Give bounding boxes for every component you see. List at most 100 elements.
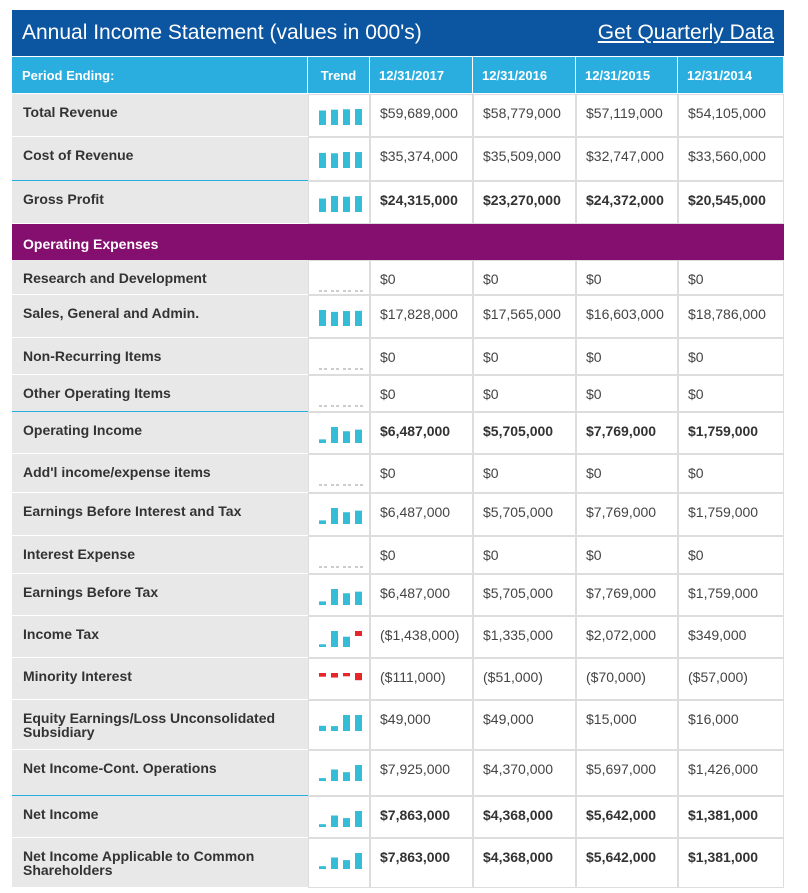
trend-sparkline	[319, 196, 362, 212]
value-cell: $0	[678, 536, 784, 574]
value-cell: $0	[678, 338, 784, 375]
value-cell: $4,370,000	[473, 750, 576, 796]
trend-bar	[355, 631, 362, 636]
trend-cell	[308, 181, 370, 224]
value-cell: $1,759,000	[678, 412, 784, 454]
value-cell: $1,759,000	[678, 574, 784, 616]
value-cell: $5,642,000	[576, 838, 678, 888]
value-cell: $17,565,000	[473, 295, 576, 338]
trend-bar	[319, 110, 326, 125]
trend-cell	[308, 700, 370, 750]
row-label: Income Tax	[12, 616, 308, 658]
value-cell: $54,105,000	[678, 94, 784, 137]
value-cell: ($1,438,000)	[370, 616, 473, 658]
value-cell: $0	[370, 260, 473, 295]
trend-bar	[343, 593, 350, 605]
trend-bar	[355, 510, 362, 524]
value-cell: $0	[370, 338, 473, 375]
value-cell: $7,769,000	[576, 412, 678, 454]
value-cell: $5,642,000	[576, 796, 678, 838]
value-cell: $20,545,000	[678, 181, 784, 224]
row-label: Cost of Revenue	[12, 137, 308, 181]
trend-bar	[343, 512, 350, 524]
value-cell: $57,119,000	[576, 94, 678, 137]
trend-bar	[343, 431, 350, 443]
column-header: 12/31/2014	[678, 57, 784, 93]
value-cell: $0	[473, 260, 576, 295]
value-cell: $1,381,000	[678, 796, 784, 838]
trend-sparkline	[319, 405, 363, 407]
trend-bar	[331, 815, 338, 827]
value-cell: $7,769,000	[576, 493, 678, 536]
trend-bar	[355, 310, 362, 326]
value-cell: $6,487,000	[370, 574, 473, 616]
value-cell: $1,759,000	[678, 493, 784, 536]
trend-cell	[308, 493, 370, 536]
trend-bar	[355, 765, 362, 781]
trend-bar	[343, 109, 350, 125]
value-cell: $0	[370, 454, 473, 493]
row-label: Other Operating Items	[12, 375, 308, 412]
title: Annual Income Statement (values in 000's…	[22, 21, 422, 44]
value-cell: $6,487,000	[370, 493, 473, 536]
section-header: Operating Expenses	[12, 224, 784, 260]
value-cell: $0	[370, 375, 473, 412]
value-cell: $7,925,000	[370, 750, 473, 796]
trend-bar	[355, 853, 362, 869]
trend-bar	[355, 811, 362, 827]
value-cell: $0	[576, 454, 678, 493]
trend-sparkline	[319, 673, 362, 681]
trend-bar	[355, 673, 362, 681]
trend-sparkline	[319, 631, 362, 647]
value-cell: $6,487,000	[370, 412, 473, 454]
value-cell: $7,863,000	[370, 838, 473, 888]
trend-sparkline	[319, 589, 362, 605]
row-label: Add'l income/expense items	[12, 454, 308, 493]
value-cell: ($70,000)	[576, 658, 678, 700]
trend-bar	[355, 196, 362, 212]
trend-sparkline	[319, 508, 362, 524]
row-label: Gross Profit	[12, 181, 308, 224]
trend-bar	[343, 196, 350, 212]
trend-bar	[319, 152, 326, 168]
value-cell: $18,786,000	[678, 295, 784, 338]
value-cell: $0	[370, 536, 473, 574]
trend-bar	[319, 778, 326, 781]
trend-bar	[343, 818, 350, 827]
row-label: Interest Expense	[12, 536, 308, 574]
trend-bar	[331, 769, 338, 781]
trend-cell	[308, 412, 370, 454]
trend-bar	[319, 520, 326, 524]
row-label: Sales, General and Admin.	[12, 295, 308, 338]
value-cell: $35,374,000	[370, 137, 473, 181]
trend-bar	[319, 310, 326, 326]
quarterly-link[interactable]: Get Quarterly Data	[597, 21, 774, 44]
row-label: Earnings Before Interest and Tax	[12, 493, 308, 536]
trend-cell	[308, 260, 370, 295]
value-cell: ($51,000)	[473, 658, 576, 700]
trend-bar	[319, 725, 326, 731]
value-cell: $5,705,000	[473, 412, 576, 454]
value-cell: $0	[678, 375, 784, 412]
trend-bar	[343, 860, 350, 869]
value-cell: $0	[576, 375, 678, 412]
value-cell: $0	[473, 454, 576, 493]
value-cell: $16,000	[678, 700, 784, 750]
row-label: Total Revenue	[12, 94, 308, 137]
trend-bar	[331, 673, 338, 678]
column-header: 12/31/2017	[370, 57, 473, 93]
trend-sparkline	[319, 152, 362, 168]
trend-bar	[319, 439, 326, 443]
row-label: Research and Development	[12, 260, 308, 295]
trend-sparkline	[319, 109, 362, 125]
trend-cell	[308, 295, 370, 338]
value-cell: $49,000	[473, 700, 576, 750]
value-cell: $49,000	[370, 700, 473, 750]
trend-sparkline	[319, 765, 362, 781]
value-cell: $59,689,000	[370, 94, 473, 137]
value-cell: $0	[678, 260, 784, 295]
row-label: Earnings Before Tax	[12, 574, 308, 616]
trend-bar	[331, 857, 338, 869]
trend-cell	[308, 838, 370, 888]
